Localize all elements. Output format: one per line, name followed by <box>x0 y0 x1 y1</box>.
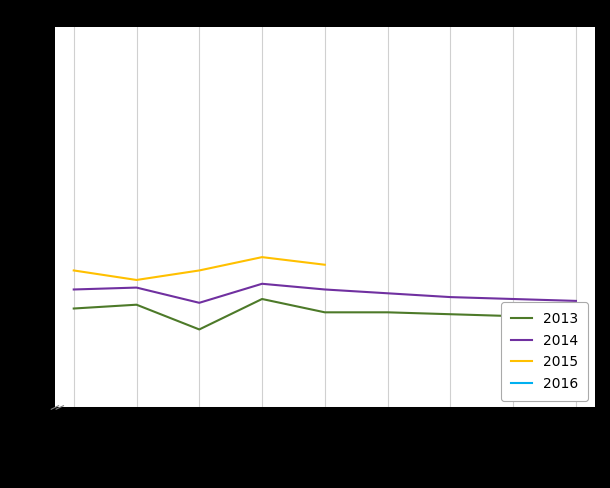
Line: 2015: 2015 <box>74 257 325 280</box>
2013 <box>259 296 266 302</box>
2014 <box>259 281 266 286</box>
2015 <box>259 254 266 260</box>
2013 <box>447 311 454 317</box>
2014 <box>509 296 517 302</box>
2013 <box>321 309 328 315</box>
2013 <box>133 302 140 307</box>
2013 <box>384 309 391 315</box>
2015 <box>70 267 77 273</box>
Legend: 2013, 2014, 2015, 2016: 2013, 2014, 2015, 2016 <box>501 302 588 401</box>
2015 <box>321 262 328 267</box>
Line: 2014: 2014 <box>74 284 576 303</box>
2013 <box>572 315 580 321</box>
2015 <box>133 277 140 283</box>
2013 <box>70 305 77 311</box>
Line: 2013: 2013 <box>74 299 576 329</box>
2014 <box>572 298 580 304</box>
2014 <box>133 285 140 290</box>
2014 <box>196 300 203 305</box>
2015 <box>196 267 203 273</box>
2014 <box>447 294 454 300</box>
2014 <box>321 286 328 292</box>
2013 <box>196 326 203 332</box>
2014 <box>70 286 77 292</box>
2013 <box>509 313 517 319</box>
2014 <box>384 290 391 296</box>
